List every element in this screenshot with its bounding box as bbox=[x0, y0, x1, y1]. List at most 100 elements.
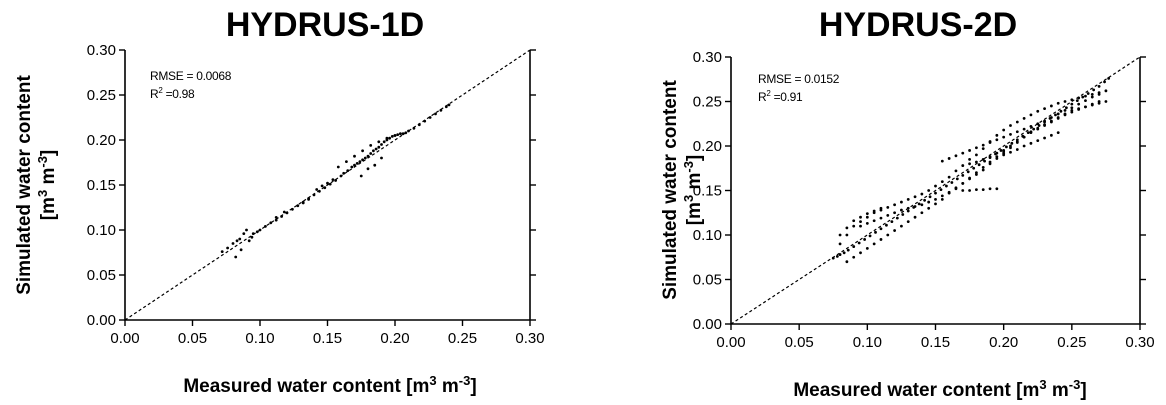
data-point bbox=[893, 211, 896, 215]
data-point bbox=[1070, 106, 1074, 110]
chart-title: HYDRUS-1D bbox=[226, 6, 424, 44]
data-point bbox=[852, 224, 856, 228]
data-point bbox=[872, 209, 876, 213]
data-point bbox=[280, 215, 283, 218]
r2-label: R2 =0.91 bbox=[758, 89, 803, 104]
data-point bbox=[1049, 120, 1053, 124]
data-point bbox=[1056, 112, 1060, 116]
data-point bbox=[981, 165, 985, 169]
data-point bbox=[372, 149, 375, 153]
data-point bbox=[968, 162, 971, 166]
data-point bbox=[900, 208, 903, 212]
data-point bbox=[940, 180, 944, 184]
data-point bbox=[326, 181, 329, 185]
data-point bbox=[1043, 136, 1046, 140]
data-point bbox=[1070, 110, 1074, 114]
data-point bbox=[377, 140, 381, 144]
scatter-points bbox=[220, 103, 451, 259]
y-tick-label: 0.00 bbox=[87, 312, 116, 329]
data-point bbox=[1029, 141, 1033, 145]
data-point bbox=[285, 211, 289, 215]
data-point bbox=[238, 237, 242, 241]
data-point bbox=[995, 138, 999, 142]
data-point bbox=[369, 144, 373, 147]
data-point bbox=[895, 216, 899, 220]
data-point bbox=[934, 202, 937, 206]
data-point bbox=[906, 209, 910, 213]
data-point bbox=[412, 126, 416, 130]
data-point bbox=[318, 189, 321, 193]
data-point bbox=[366, 154, 370, 158]
data-point bbox=[906, 220, 910, 224]
data-point bbox=[950, 181, 954, 184]
data-point bbox=[947, 175, 951, 179]
x-ticks: 0.00 0.05 0.10 0.15 0.20 0.25 0.30 bbox=[110, 320, 545, 347]
data-point bbox=[1015, 120, 1019, 124]
data-point bbox=[1064, 106, 1068, 110]
y-tick-label: 0.10 bbox=[87, 222, 116, 239]
data-point bbox=[315, 188, 319, 191]
data-point bbox=[1036, 127, 1040, 131]
data-point bbox=[255, 230, 259, 234]
data-point bbox=[981, 157, 985, 161]
data-point bbox=[1043, 107, 1046, 111]
data-point bbox=[859, 215, 862, 219]
data-point bbox=[245, 228, 248, 232]
data-point bbox=[988, 160, 992, 164]
data-point bbox=[988, 155, 992, 159]
data-point bbox=[968, 189, 971, 192]
x-tick-label: 0.25 bbox=[448, 330, 477, 347]
data-point bbox=[239, 248, 243, 252]
data-point bbox=[906, 198, 910, 201]
data-point bbox=[1036, 109, 1040, 113]
data-point bbox=[382, 140, 386, 144]
data-point bbox=[968, 149, 971, 152]
data-point bbox=[1097, 100, 1101, 103]
data-point bbox=[939, 188, 943, 192]
chart-panel-hydrus-1d: HYDRUS-1D 0.00 0.05 0.10 0.15 0.20 0.25 0.30 0… bbox=[14, 6, 545, 397]
stats-annotation: RMSE = 0.0068 R2 =0.98 bbox=[150, 69, 232, 101]
data-point bbox=[852, 245, 856, 248]
data-point bbox=[1002, 128, 1006, 132]
data-point bbox=[886, 233, 890, 237]
data-point bbox=[945, 184, 948, 188]
data-point bbox=[1056, 101, 1060, 105]
data-point bbox=[339, 174, 343, 178]
data-point bbox=[872, 219, 876, 223]
x-ticks: 0.00 0.05 0.10 0.15 0.20 0.25 0.30 bbox=[716, 324, 1155, 351]
data-point bbox=[220, 250, 224, 254]
data-point bbox=[975, 146, 978, 150]
data-point bbox=[1022, 117, 1026, 120]
data-point bbox=[444, 105, 448, 109]
x-tick-label: 0.05 bbox=[785, 334, 814, 351]
svg-text:[m3 m-3]: [m3 m-3] bbox=[681, 155, 705, 226]
data-point bbox=[995, 187, 999, 191]
data-point bbox=[374, 147, 378, 151]
y-axis-label: Simulated water content [m3 m-3] bbox=[14, 75, 59, 295]
data-point bbox=[1036, 139, 1040, 143]
data-point bbox=[251, 232, 255, 236]
x-tick-label: 0.10 bbox=[853, 334, 882, 351]
data-point bbox=[842, 251, 846, 255]
data-point bbox=[954, 169, 958, 173]
data-point bbox=[900, 200, 903, 204]
x-tick-label: 0.30 bbox=[515, 330, 544, 347]
data-point bbox=[1015, 148, 1019, 151]
data-point bbox=[301, 201, 305, 205]
one-to-one-line bbox=[124, 49, 531, 321]
data-point bbox=[417, 123, 421, 127]
y-tick-label: 0.30 bbox=[87, 42, 116, 59]
data-point bbox=[1015, 140, 1019, 143]
data-point bbox=[879, 216, 883, 220]
data-point bbox=[1043, 119, 1046, 123]
data-point bbox=[835, 254, 839, 258]
data-point bbox=[857, 241, 861, 245]
data-point bbox=[428, 116, 432, 119]
data-point bbox=[1097, 92, 1101, 96]
data-point bbox=[1090, 92, 1094, 96]
data-point bbox=[831, 256, 835, 260]
data-point bbox=[920, 192, 924, 196]
data-point bbox=[373, 163, 377, 167]
data-point bbox=[1049, 104, 1053, 108]
data-point bbox=[447, 103, 451, 107]
